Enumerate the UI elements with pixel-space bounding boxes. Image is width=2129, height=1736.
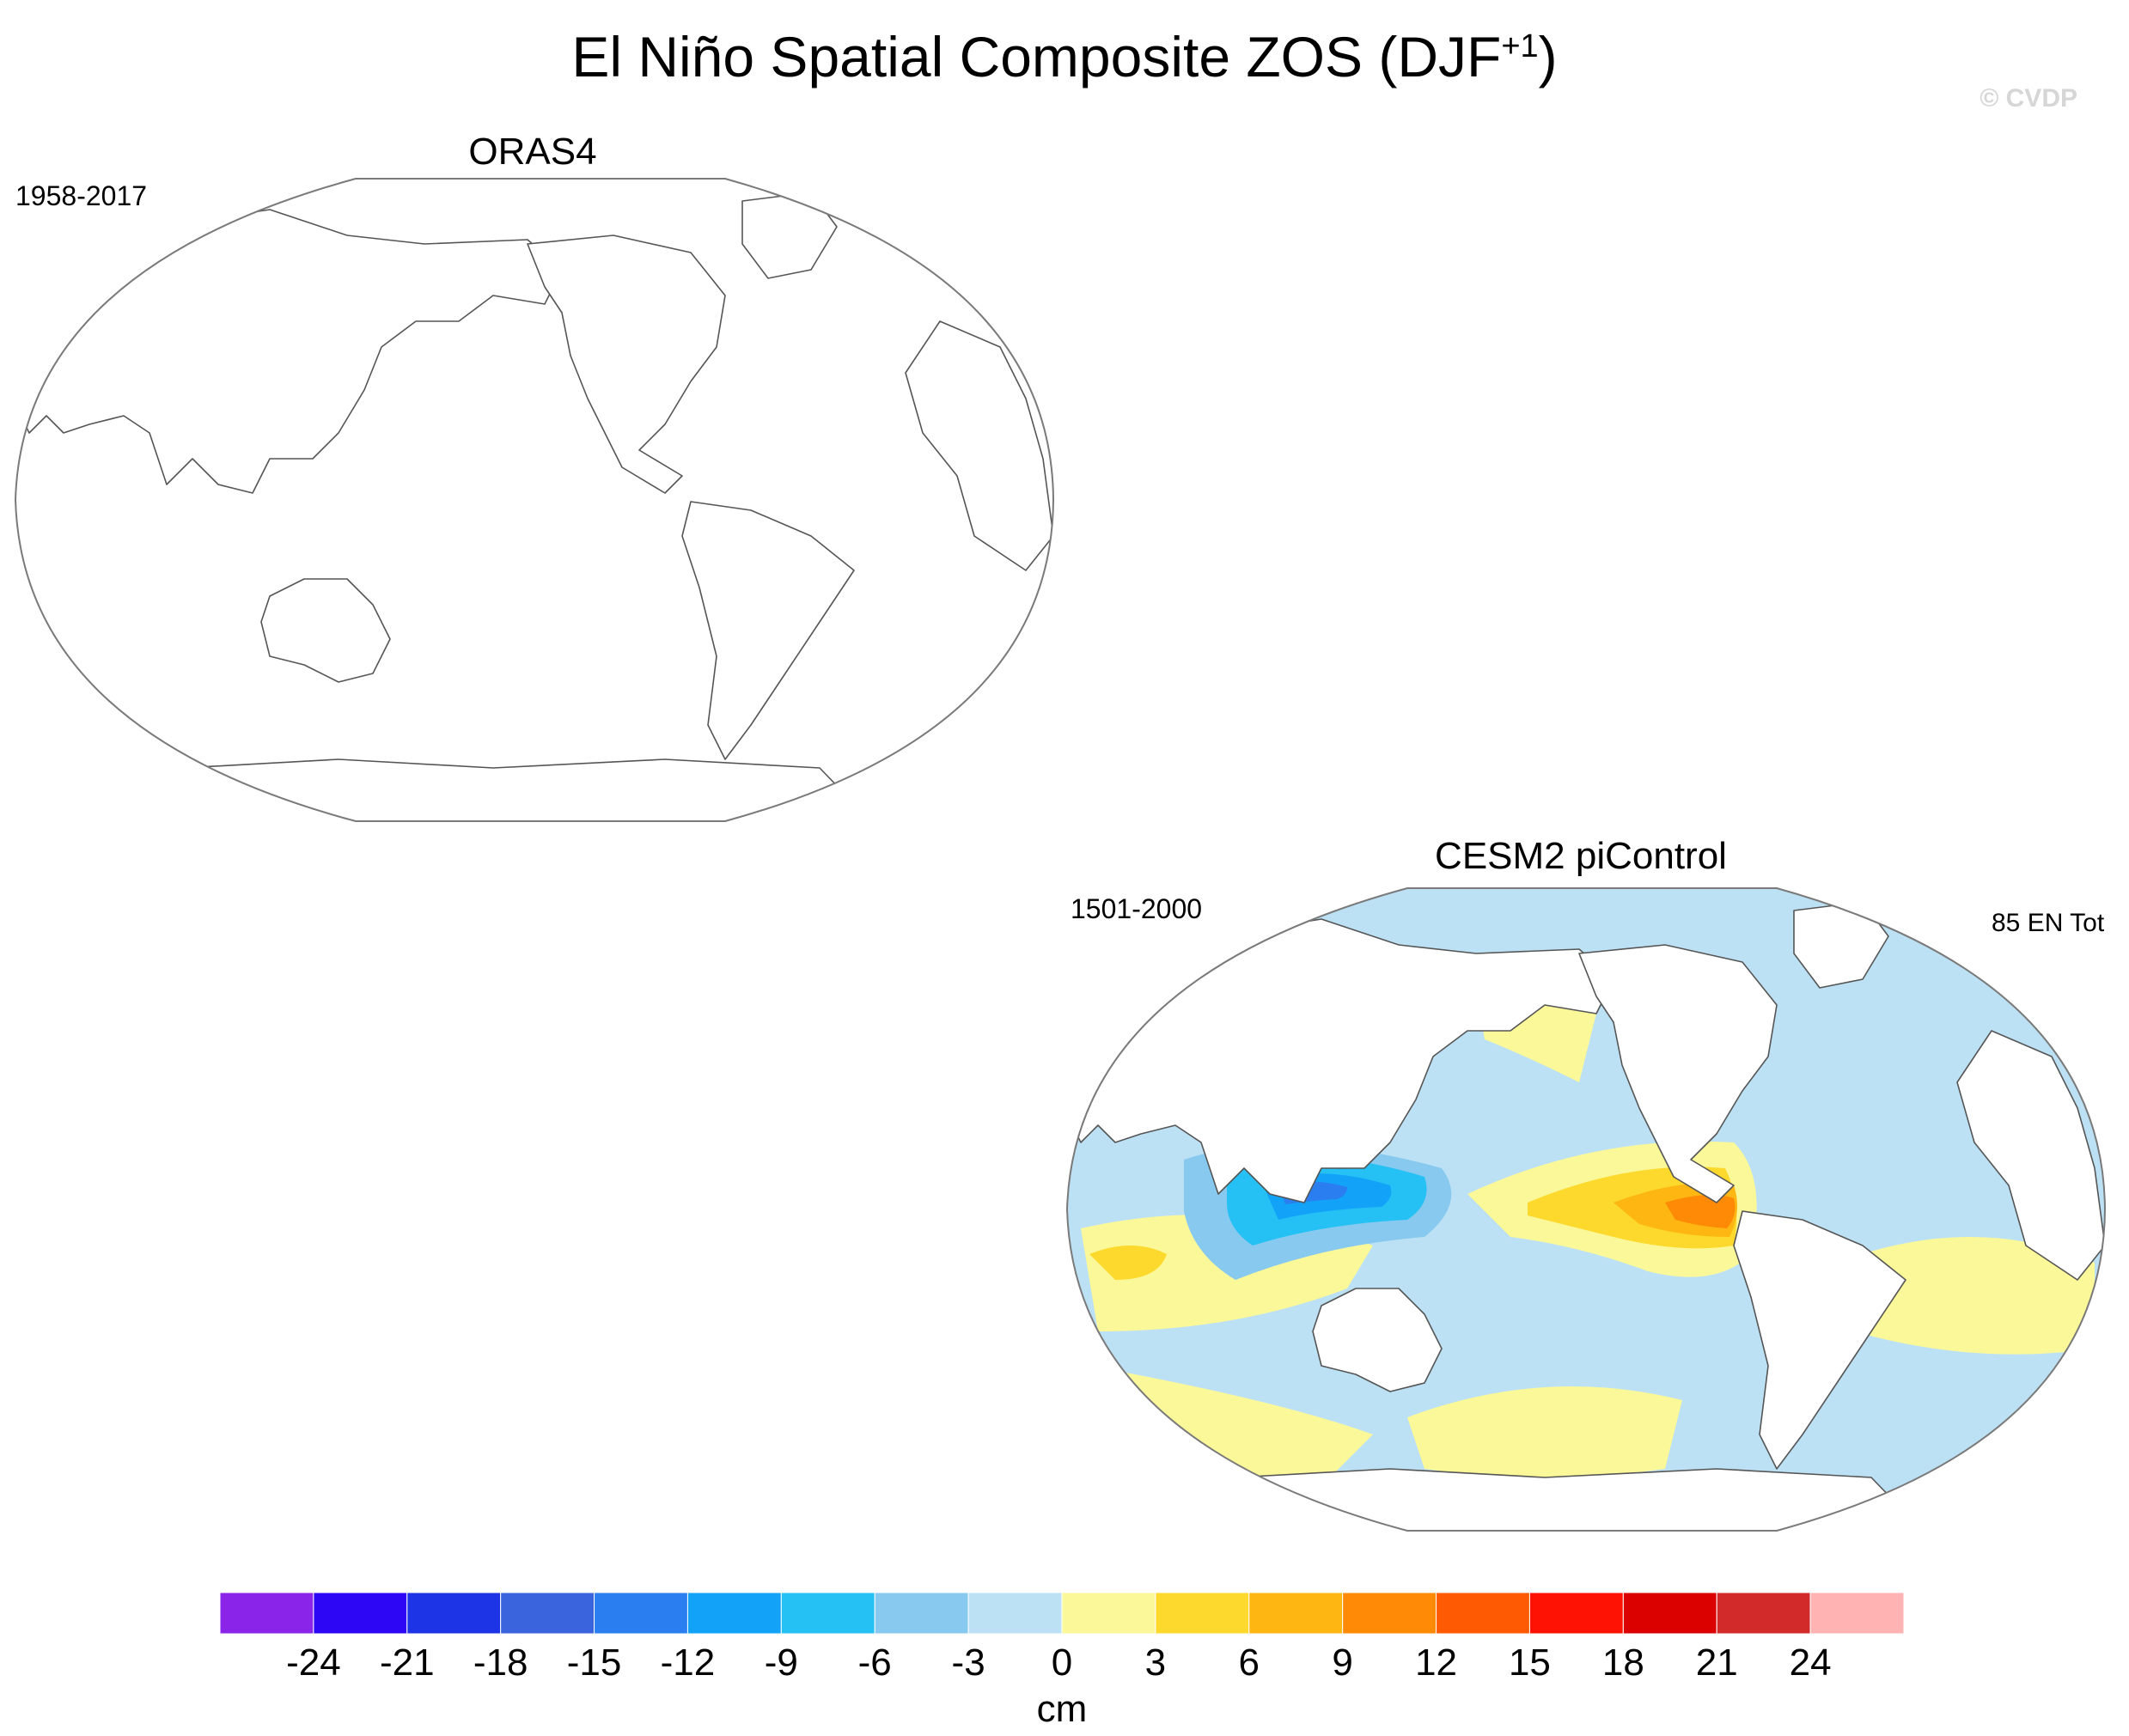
colorbar-swatch (1342, 1593, 1437, 1635)
colorbar-tick-label: 9 (1332, 1642, 1352, 1684)
panel-1-period: 1958-2017 (15, 180, 148, 211)
colorbar-tick-label: 12 (1415, 1642, 1457, 1684)
colorbar-tick-label: 24 (1790, 1642, 1832, 1684)
colorbar-swatch (686, 1593, 782, 1635)
colorbar-swatch (1061, 1593, 1156, 1635)
colorbar-swatch (313, 1593, 408, 1635)
panel-2-map (1065, 887, 2107, 1532)
colorbar-tick-label: -12 (661, 1642, 716, 1684)
colorbar-swatch (406, 1593, 502, 1635)
panel-1-map-boundary (14, 178, 1055, 822)
colorbar-tick-label: -9 (765, 1642, 798, 1684)
colorbar-tick-label: 3 (1145, 1642, 1166, 1684)
colorbar-swatch (1248, 1593, 1344, 1635)
colorbar-swatch (967, 1593, 1063, 1635)
panel-2-coastlines (1067, 901, 2105, 1531)
colorbar-tick-label: 6 (1239, 1642, 1260, 1684)
panel-2-map-boundary (1065, 887, 2107, 1532)
colorbar-swatches (220, 1593, 1904, 1635)
panel-1-title: ORAS4 (468, 131, 597, 173)
panel-2-period: 1501-2000 (1071, 893, 1203, 924)
colorbar-swatch (594, 1593, 688, 1635)
colorbar-swatch (1436, 1593, 1530, 1635)
panel-1-map (14, 178, 1055, 822)
colorbar-tick-labels: -24 -21 -18 -15 -12 -9 -6 -3 0 3 6 9 12 15 18 21 24 (286, 1642, 1831, 1684)
figure-title: El Niño Spatial Composite ZOS (DJF+1) (571, 25, 1558, 88)
colorbar-tick-label: 15 (1509, 1642, 1551, 1684)
colorbar-swatch (1155, 1593, 1250, 1635)
panel-2-event-count: 85 EN Tot (1992, 909, 2105, 937)
colorbar-tick-label: -3 (952, 1642, 985, 1684)
colorbar-swatch (874, 1593, 969, 1635)
colorbar-tick-label: 18 (1602, 1642, 1644, 1684)
colorbar-tick-label: 0 (1052, 1642, 1072, 1684)
colorbar-swatch (1716, 1593, 1811, 1635)
colorbar-tick-label: -24 (286, 1642, 341, 1684)
colorbar-units: cm (1037, 1688, 1088, 1730)
colorbar-tick-label: -18 (473, 1642, 528, 1684)
colorbar-swatch (220, 1593, 314, 1635)
colorbar-swatch (1622, 1593, 1717, 1635)
colorbar-swatch (1809, 1593, 1904, 1635)
colorbar-tick-label: 21 (1696, 1642, 1738, 1684)
colorbar-swatch (1528, 1593, 1624, 1635)
colorbar-swatch (780, 1593, 875, 1635)
colorbar: -24 -21 -18 -15 -12 -9 -6 -3 0 3 6 9 12 15 18 21 24 cm (220, 1593, 1904, 1730)
colorbar-tick-label: -15 (567, 1642, 622, 1684)
credit-watermark: © CVDP (1980, 84, 2077, 113)
colorbar-tick-label: -6 (858, 1642, 892, 1684)
panel-1-coastlines (15, 192, 1053, 821)
panel-2-title: CESM2 piControl (1435, 835, 1727, 877)
colorbar-swatch (500, 1593, 595, 1635)
colorbar-tick-label: -21 (380, 1642, 435, 1684)
